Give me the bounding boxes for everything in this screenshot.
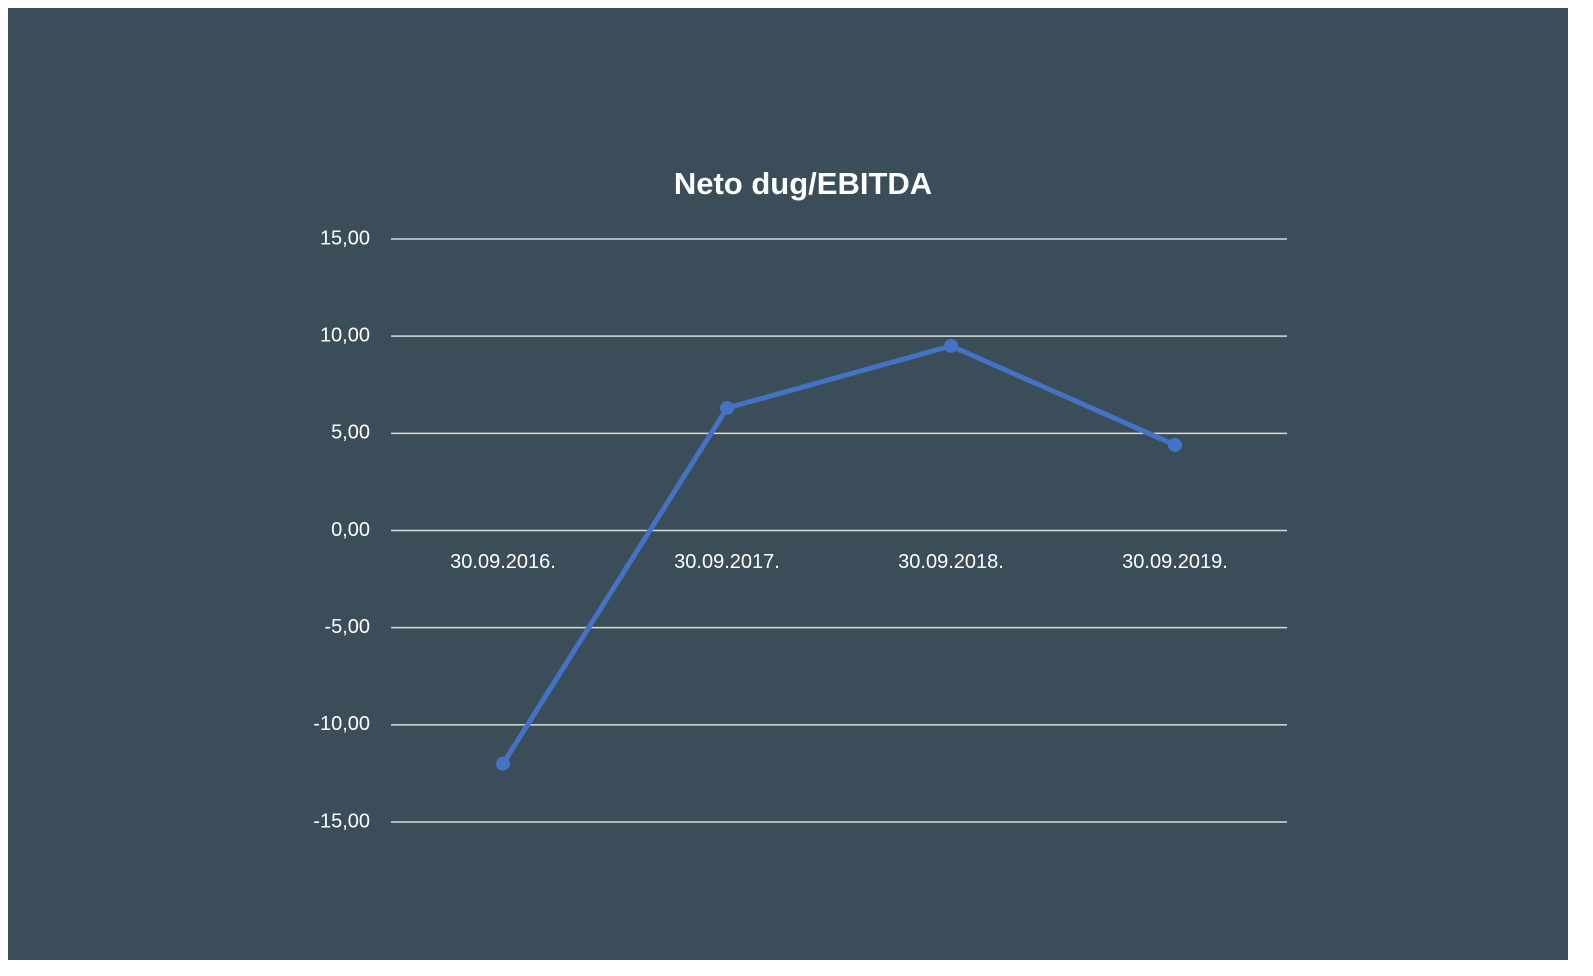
y-tick-label: 15,00 [320,227,370,249]
chart-background [8,8,1568,960]
y-tick-label: -5,00 [324,616,370,638]
x-tick-label: 30.09.2018. [898,551,1004,573]
x-tick-label: 30.09.2017. [674,551,780,573]
data-point [720,401,734,416]
data-point [944,338,958,353]
x-tick-label: 30.09.2016. [450,551,556,573]
y-tick-label: 10,00 [320,324,370,346]
y-tick-label: -10,00 [313,713,370,735]
y-tick-label: 5,00 [331,422,370,444]
y-tick-label: 0,00 [331,519,370,541]
y-tick-label: -15,00 [313,810,370,832]
data-point [496,756,510,771]
data-line [500,343,1177,766]
x-tick-label: 30.09.2019. [1122,551,1228,573]
data-point [1168,437,1182,452]
chart-title: Neto dug/EBITDA [674,166,932,201]
